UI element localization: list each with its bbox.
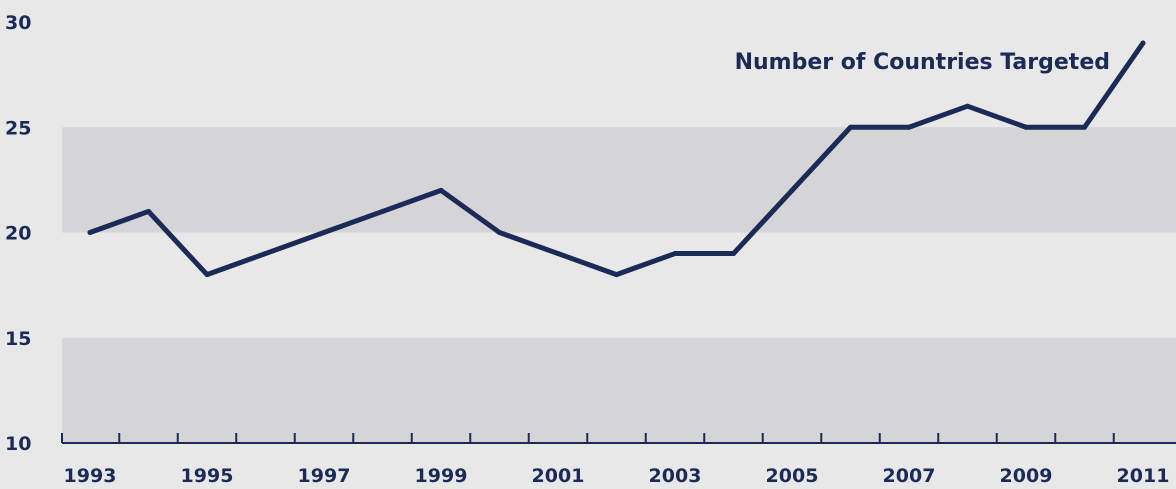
y-tick-label: 20 bbox=[5, 223, 31, 245]
data-point bbox=[321, 230, 327, 235]
x-tick-label: 2005 bbox=[766, 465, 819, 487]
data-point bbox=[1140, 40, 1146, 46]
x-axis-labels: 1993 1995 1997 1999 2001 2003 2005 2007 2009 2011 bbox=[64, 465, 1170, 487]
data-point bbox=[614, 272, 619, 278]
data-point bbox=[497, 230, 502, 235]
x-tick-label: 2007 bbox=[883, 465, 936, 487]
data-point bbox=[672, 251, 678, 257]
data-point bbox=[906, 124, 912, 130]
data-point bbox=[1082, 124, 1087, 130]
band-10-15 bbox=[62, 337, 1176, 443]
data-point bbox=[204, 272, 210, 278]
y-tick-label: 25 bbox=[5, 117, 31, 139]
data-point bbox=[380, 208, 385, 214]
x-tick-label: 1995 bbox=[181, 465, 234, 487]
series-label: Number of Countries Targeted bbox=[735, 50, 1110, 75]
data-point bbox=[555, 251, 561, 257]
x-tick-label: 2003 bbox=[649, 465, 702, 487]
data-point bbox=[789, 187, 795, 193]
x-tick-label: 1999 bbox=[415, 465, 468, 487]
x-tick-label: 2011 bbox=[1117, 465, 1170, 487]
series-label-layer: Number of Countries Targeted bbox=[735, 50, 1110, 75]
data-point bbox=[263, 251, 268, 257]
x-axis bbox=[61, 433, 1176, 444]
data-point bbox=[848, 124, 853, 130]
band-20-25 bbox=[62, 127, 1176, 233]
y-axis-labels: 10 15 20 25 30 bbox=[5, 12, 31, 455]
band-layer bbox=[62, 127, 1176, 443]
y-tick-label: 15 bbox=[5, 328, 31, 350]
x-tick-label: 2001 bbox=[532, 465, 585, 487]
y-tick-label: 30 bbox=[5, 12, 31, 34]
series-layer bbox=[87, 40, 1146, 278]
data-point bbox=[1023, 124, 1029, 130]
data-point bbox=[87, 230, 93, 235]
data-point bbox=[731, 251, 736, 257]
data-point bbox=[438, 187, 444, 193]
data-point bbox=[146, 208, 151, 214]
y-tick-label: 10 bbox=[5, 433, 31, 455]
data-point bbox=[965, 103, 970, 109]
x-tick-label: 2009 bbox=[1000, 465, 1053, 487]
x-tick-label: 1993 bbox=[64, 465, 117, 487]
x-tick-label: 1997 bbox=[298, 465, 351, 487]
